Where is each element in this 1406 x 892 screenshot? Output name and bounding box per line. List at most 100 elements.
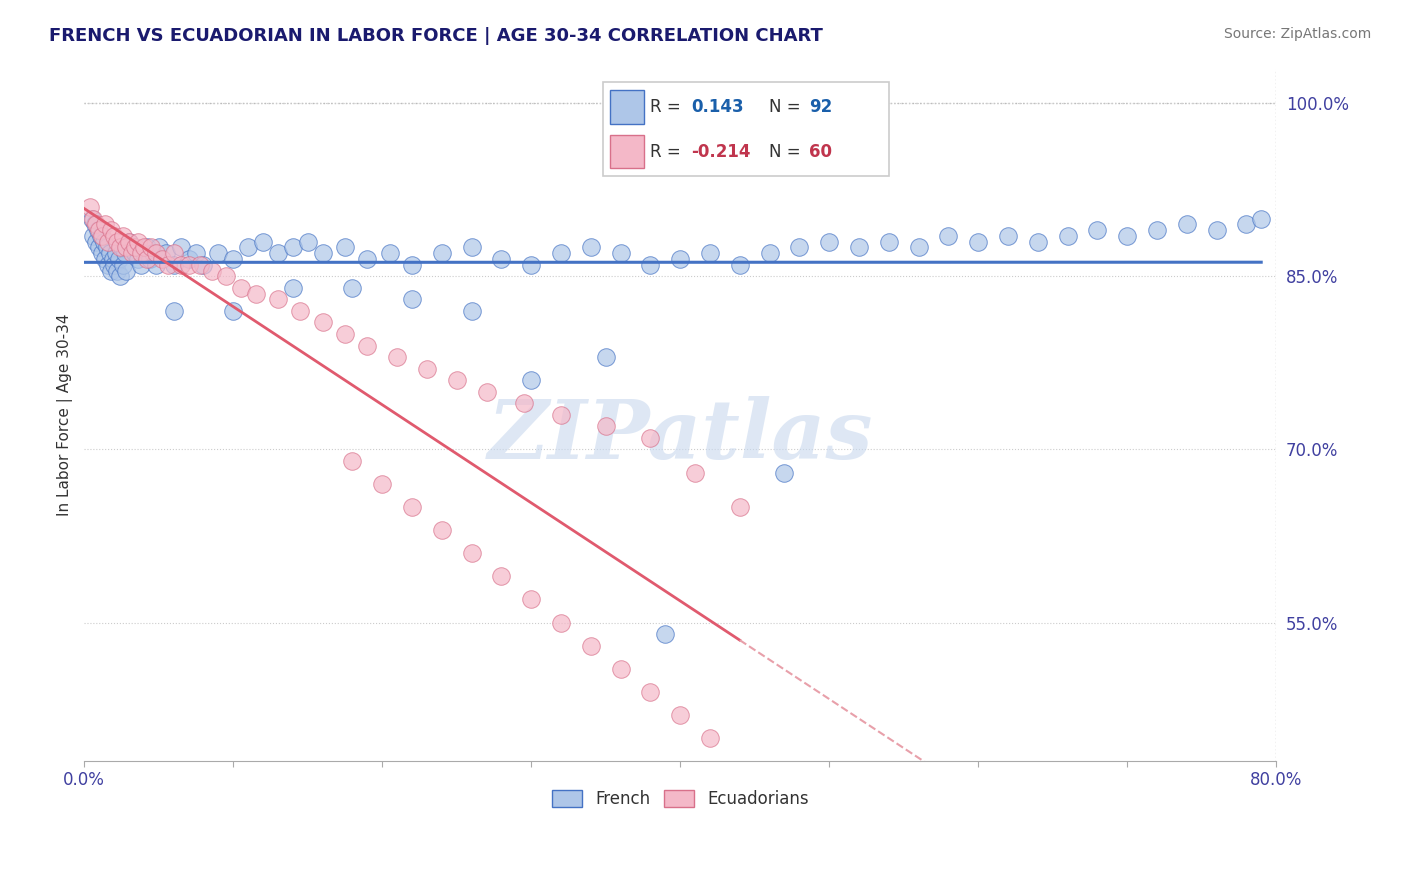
Point <box>267 246 290 260</box>
Point <box>163 246 186 260</box>
Point <box>491 252 513 266</box>
Point <box>177 252 200 266</box>
Point <box>699 731 721 745</box>
Point <box>121 240 143 254</box>
Point <box>579 639 602 653</box>
Point <box>145 258 167 272</box>
Point <box>967 235 990 249</box>
Point <box>356 252 378 266</box>
Point <box>446 373 468 387</box>
Point <box>111 258 134 272</box>
Point <box>520 258 543 272</box>
Point <box>848 240 870 254</box>
Point <box>333 240 356 254</box>
Point <box>267 293 290 307</box>
Point <box>550 246 572 260</box>
Point <box>1234 218 1257 232</box>
Point <box>460 240 482 254</box>
Point <box>371 477 394 491</box>
Point <box>669 252 692 266</box>
Point <box>94 218 117 232</box>
Point <box>385 350 408 364</box>
Point <box>90 228 112 243</box>
Point <box>110 240 132 254</box>
Point <box>640 431 662 445</box>
Point <box>89 240 111 254</box>
Point <box>311 246 333 260</box>
Point <box>83 218 105 232</box>
Point <box>773 466 796 480</box>
Point <box>207 246 229 260</box>
Point <box>1250 211 1272 226</box>
Point <box>907 240 929 254</box>
Point <box>1085 223 1108 237</box>
Point <box>84 218 107 232</box>
Point <box>118 235 141 249</box>
Point <box>115 240 138 254</box>
Point <box>129 246 152 260</box>
Point <box>114 246 136 260</box>
Point <box>97 258 120 272</box>
Point <box>97 235 120 249</box>
Point <box>86 223 108 237</box>
Point <box>550 408 572 422</box>
Point <box>89 223 111 237</box>
Point <box>129 258 152 272</box>
Point <box>148 240 170 254</box>
Point <box>135 252 157 266</box>
Point <box>401 293 423 307</box>
Point <box>430 246 453 260</box>
Point <box>430 523 453 537</box>
Point <box>640 685 662 699</box>
Point <box>513 396 536 410</box>
Point <box>475 384 498 399</box>
Point <box>311 315 333 329</box>
Point <box>105 263 128 277</box>
Point <box>683 466 706 480</box>
Point <box>877 235 900 249</box>
Point <box>139 252 162 266</box>
Point <box>141 240 163 254</box>
Point <box>520 373 543 387</box>
Point <box>758 246 780 260</box>
Point <box>669 707 692 722</box>
Point <box>290 304 312 318</box>
Point <box>98 246 121 260</box>
Point <box>163 304 186 318</box>
Text: FRENCH VS ECUADORIAN IN LABOR FORCE | AGE 30-34 CORRELATION CHART: FRENCH VS ECUADORIAN IN LABOR FORCE | AG… <box>49 27 823 45</box>
Point <box>245 286 267 301</box>
Point <box>222 304 245 318</box>
Point <box>201 263 224 277</box>
Point <box>105 235 128 249</box>
Point <box>238 240 260 254</box>
Point <box>342 454 364 468</box>
Point <box>654 627 676 641</box>
Point <box>100 263 122 277</box>
Point <box>460 304 482 318</box>
Point <box>1116 228 1139 243</box>
Point <box>333 326 356 341</box>
Point <box>103 258 125 272</box>
Point <box>609 662 631 676</box>
Point <box>91 246 114 260</box>
Point <box>93 235 115 249</box>
Point <box>190 258 212 272</box>
Point <box>997 228 1019 243</box>
Point <box>155 246 177 260</box>
Point <box>124 246 146 260</box>
Point <box>938 228 960 243</box>
Point <box>640 258 662 272</box>
Point <box>111 228 134 243</box>
Point <box>82 211 104 226</box>
Point <box>184 246 207 260</box>
Point <box>108 240 131 254</box>
Point <box>789 240 811 254</box>
Point <box>378 246 401 260</box>
Point <box>281 281 304 295</box>
Point <box>728 258 751 272</box>
Point <box>818 235 841 249</box>
Point <box>142 246 165 260</box>
Point <box>118 235 141 249</box>
Point <box>145 246 167 260</box>
Point <box>520 592 543 607</box>
